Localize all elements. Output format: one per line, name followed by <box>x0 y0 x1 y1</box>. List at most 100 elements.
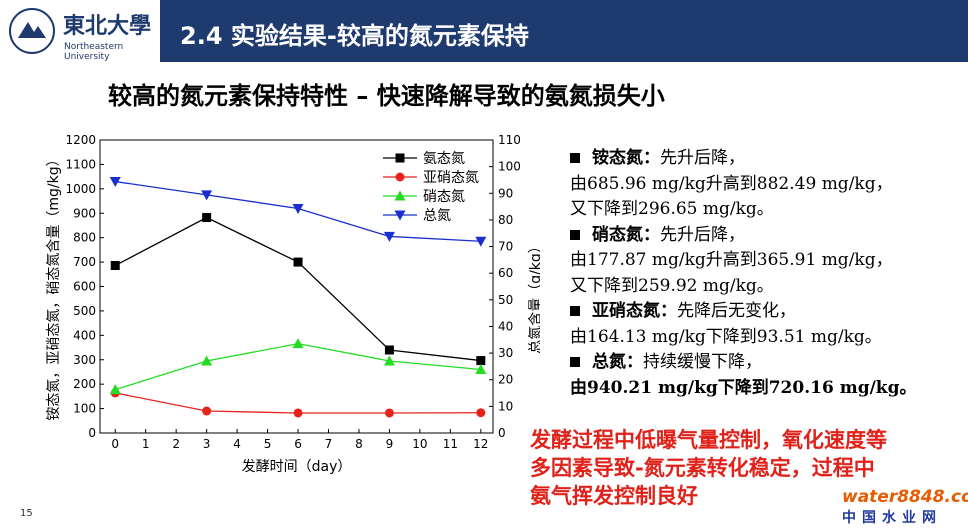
y2-tick-label: 30 <box>498 346 513 360</box>
legend-label: 硝态氮 <box>423 189 465 205</box>
x-tick-label: 6 <box>294 437 302 451</box>
y2-tick-label: 70 <box>498 240 513 254</box>
bullet-detail: 由685.96 mg/kg升高到882.49 mg/kg， <box>570 173 893 194</box>
header-title: 2.4 实验结果-较高的氮元素保持 <box>180 22 529 50</box>
x-tick-label: 8 <box>355 437 363 451</box>
data-point <box>384 345 394 355</box>
logo-name: 東北大學 <box>63 13 152 39</box>
x-tick-label: 0 <box>111 437 119 451</box>
data-point <box>384 408 394 418</box>
bullet-detail: 由177.87 mg/kg升高到365.91 mg/kg， <box>570 250 893 270</box>
bullet-item: 总氮：持续缓慢下降， 由940.21 mg/kg下降到720.16 mg/kg。 <box>570 350 916 401</box>
series-line <box>115 342 481 391</box>
y2-tick-label: 90 <box>498 186 513 200</box>
y-tick-label: 400 <box>73 328 96 342</box>
y-tick-label: 1200 <box>65 133 96 147</box>
x-tick-label: 7 <box>325 437 333 451</box>
bullet-head: 硝态氮： <box>592 224 660 245</box>
x-tick-label: 2 <box>172 437 180 451</box>
logo-emblem <box>9 8 55 54</box>
header-bar: 2.4 实验结果-较高的氮元素保持 <box>160 0 968 62</box>
y-tick-label: 1100 <box>65 157 96 171</box>
y-tick-label: 600 <box>73 280 96 294</box>
legend-marker <box>394 210 406 221</box>
bullets: 铵态氮：先升后降， 由685.96 mg/kg升高到882.49 mg/kg， 又下… <box>570 146 916 401</box>
y2-tick-label: 50 <box>498 293 513 307</box>
data-point <box>292 338 304 349</box>
y-tick-label: 500 <box>73 304 96 318</box>
data-point <box>292 203 304 214</box>
page-number: 15 <box>20 508 33 519</box>
data-point <box>201 190 213 201</box>
x-tick-label: 9 <box>386 437 394 451</box>
legend-label: 总氮 <box>423 208 451 224</box>
logo: 東北大學 Northeastern University <box>8 6 158 62</box>
data-point <box>475 236 487 247</box>
bullet-line: 铵态氮：先升后降， <box>570 146 916 172</box>
bullet-line: 总氮：持续缓慢下降， <box>570 350 916 376</box>
data-point <box>109 384 121 395</box>
logo-sub: Northeastern University <box>64 42 124 62</box>
conclusion: 发酵过程中低曝气量控制，氧化速度等 多因素导致-氮元素转化稳定，过程中 氨气挥发控制… <box>530 426 887 510</box>
data-point <box>202 406 212 416</box>
x-tick-label: 5 <box>264 437 272 451</box>
y-tick-label: 0 <box>88 426 96 440</box>
x-tick-label: 1 <box>142 437 150 451</box>
bullet-head: 铵态氮： <box>592 148 660 168</box>
bullet-body: 先升后降， <box>660 224 745 245</box>
watermark-site: water8848.com <box>842 487 968 507</box>
bullet-body: 先降后无变化， <box>677 301 796 321</box>
legend-marker <box>395 153 405 163</box>
conclusion-line: 氨气挥发控制良好 <box>530 484 698 508</box>
bullet-line: 亚硝态氮：先降后无变化， <box>570 299 916 325</box>
y2-tick-label: 80 <box>498 213 513 227</box>
bullet-detail: 又下降到296.65 mg/kg。 <box>570 199 774 219</box>
legend-marker <box>394 190 406 201</box>
bullet-line: 硝态氮：先升后降， <box>570 223 916 249</box>
chart: 0 1 2 3 4 5 6 7 8 9 10 11 12010020030040050060070080… <box>46 133 540 475</box>
legend-marker <box>395 172 405 182</box>
data-point <box>476 356 486 366</box>
bullet-body: 持续缓慢下降， <box>643 352 762 372</box>
y2-axis-label: 总氮含量（g/kg） <box>528 239 540 354</box>
data-point <box>383 355 395 366</box>
bullet-icon <box>570 153 580 163</box>
data-point <box>383 231 395 242</box>
data-point <box>293 408 303 418</box>
bullet-item: 铵态氮：先升后降， 由685.96 mg/kg升高到882.49 mg/kg， 又下… <box>570 146 916 223</box>
legend-label: 氨态氮 <box>423 151 465 167</box>
y2-tick-label: 10 <box>498 399 513 413</box>
y2-tick-label: 110 <box>498 133 521 147</box>
bullet-detail: 由940.21 mg/kg下降到720.16 mg/kg。 <box>570 377 917 398</box>
bullet-icon <box>570 357 580 367</box>
data-point <box>201 355 213 366</box>
conclusion-line: 发酵过程中低曝气量控制，氧化速度等 <box>530 428 887 452</box>
y2-tick-label: 60 <box>498 266 513 280</box>
y-tick-label: 700 <box>73 255 96 269</box>
subtitle: 较高的氮元素保持特性 – 快速降解导致的氨氮损失小 <box>108 82 665 110</box>
bullet-body: 先升后降， <box>660 148 745 168</box>
y2-tick-label: 20 <box>498 373 513 387</box>
data-point <box>109 177 121 188</box>
y2-tick-label: 0 <box>498 426 506 440</box>
y-tick-label: 900 <box>73 206 96 220</box>
x-tick-label: 11 <box>443 437 458 451</box>
data-point <box>475 364 487 375</box>
legend-label: 亚硝态氮 <box>423 170 479 186</box>
bullet-item: 亚硝态氮：先降后无变化， 由164.13 mg/kg下降到93.51 mg/kg。 <box>570 299 916 350</box>
data-point <box>293 257 303 267</box>
conclusion-line: 多因素导致-氮元素转化稳定，过程中 <box>530 456 875 480</box>
data-point <box>202 213 212 223</box>
y2-tick-label: 100 <box>498 160 521 174</box>
bullet-head: 亚硝态氮： <box>592 301 677 321</box>
y2-tick-label: 40 <box>498 319 513 333</box>
x-tick-label: 3 <box>203 437 211 451</box>
x-tick-label: 12 <box>473 437 488 451</box>
bullet-icon <box>570 229 580 240</box>
x-tick-label: 10 <box>412 437 427 451</box>
bullet-icon <box>570 306 580 316</box>
bullet-detail: 又下降到259.92 mg/kg。 <box>570 275 774 296</box>
y-tick-label: 800 <box>73 231 96 245</box>
bullet-item: 硝态氮：先升后降， 由177.87 mg/kg升高到365.91 mg/kg， 又下… <box>570 223 916 300</box>
